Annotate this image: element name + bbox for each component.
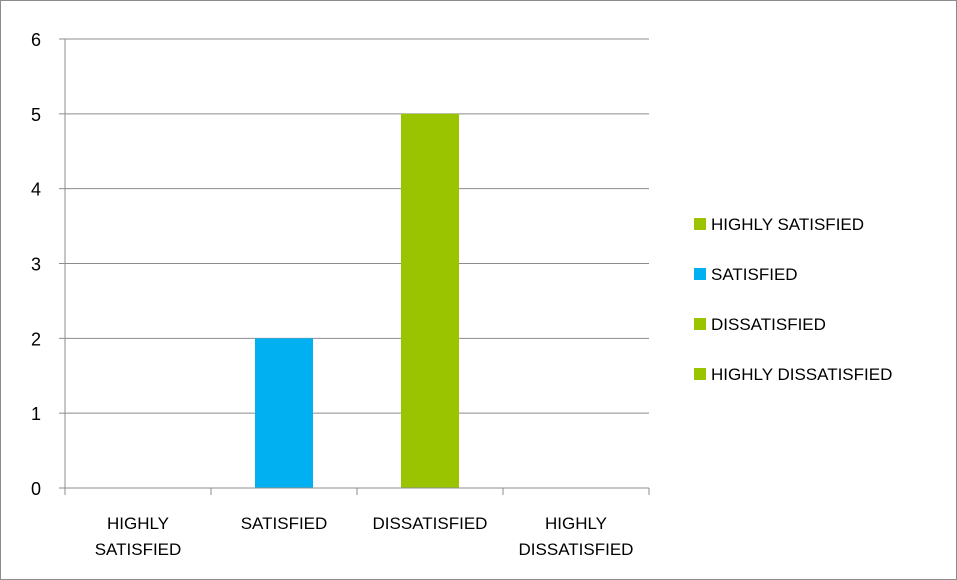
y-tick-label-3: 3	[31, 255, 41, 275]
y-tick-label-1: 1	[31, 404, 41, 424]
legend-label-2: DISSATISFIED	[711, 315, 826, 334]
y-tick-label-4: 4	[31, 180, 41, 200]
y-tick-label-2: 2	[31, 329, 41, 349]
x-category-label-0: HIGHLY SATISFIED	[95, 514, 182, 559]
x-category-label-3: HIGHLY DISSATISFIED	[519, 514, 634, 559]
legend-swatch-1	[694, 268, 706, 280]
y-tick-label-6: 6	[31, 30, 41, 50]
y-tick-label-0: 0	[31, 479, 41, 499]
legend-label-0: HIGHLY SATISFIED	[711, 215, 864, 234]
bar-1	[255, 338, 313, 488]
bars	[255, 113, 459, 488]
x-category-label-2: DISSATISFIED	[373, 514, 488, 533]
legend-swatch-0	[694, 218, 706, 230]
legend-label-1: SATISFIED	[711, 265, 798, 284]
x-category-label-1: SATISFIED	[241, 514, 328, 533]
legend-swatch-2	[694, 318, 706, 330]
legend-swatch-3	[694, 368, 706, 380]
legend-label-3: HIGHLY DISSATISFIED	[711, 365, 892, 384]
y-tick-label-5: 5	[31, 105, 41, 125]
bar-2	[401, 113, 459, 488]
gridlines	[65, 38, 649, 414]
axes	[59, 38, 650, 495]
y-axis-tick-labels: 0 1 2 3 4 5 6	[31, 30, 41, 499]
x-axis-category-labels: HIGHLY SATISFIED SATISFIED DISSATISFIED HIGH…	[95, 514, 634, 559]
legend: HIGHLY SATISFIED SATISFIED DISSATISFIED HIG…	[694, 215, 892, 384]
